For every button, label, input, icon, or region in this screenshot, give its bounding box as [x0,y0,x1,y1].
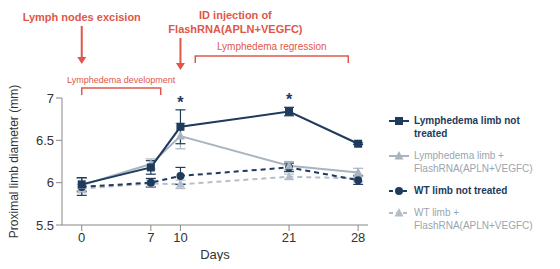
svg-text:10: 10 [173,230,187,245]
svg-text:Days: Days [200,247,230,261]
html-text:WT limb + FlashRNA(APLN+VEGFC): WT limb + FlashRNA(APLN+VEGFC) [414,207,533,231]
svg-text:7: 7 [47,91,54,106]
svg-text:7: 7 [147,230,154,245]
svg-text:5.5: 5.5 [36,218,54,233]
svg-text:28: 28 [351,230,365,245]
html-text:Lymph nodes excision: Lymph nodes excision [22,11,141,23]
html-text:WT limb not treated: WT limb not treated [414,185,508,196]
html-text:Lymphedema regression: Lymphedema regression [216,41,327,52]
svg-text:Proximal limb diameter (mm): Proximal limb diameter (mm) [8,85,21,238]
svg-text:0: 0 [78,230,85,245]
html-text:Lymphedema limb not treated: Lymphedema limb not treated [414,115,520,139]
svg-text:6.5: 6.5 [36,133,54,148]
svg-text:*: * [286,91,293,108]
svg-text:6: 6 [47,175,54,190]
html-text:ID injection of FlashRNA(APLN+: ID injection of FlashRNA(APLN+VEGFC) [168,9,303,35]
svg-text:21: 21 [282,230,296,245]
html-text:Lymphedema development: Lymphedema development [67,75,176,85]
svg-text:*: * [177,94,184,111]
html-text:Lymphedema limb + FlashRNA(APL: Lymphedema limb + FlashRNA(APLN+VEGFC) [414,150,533,174]
